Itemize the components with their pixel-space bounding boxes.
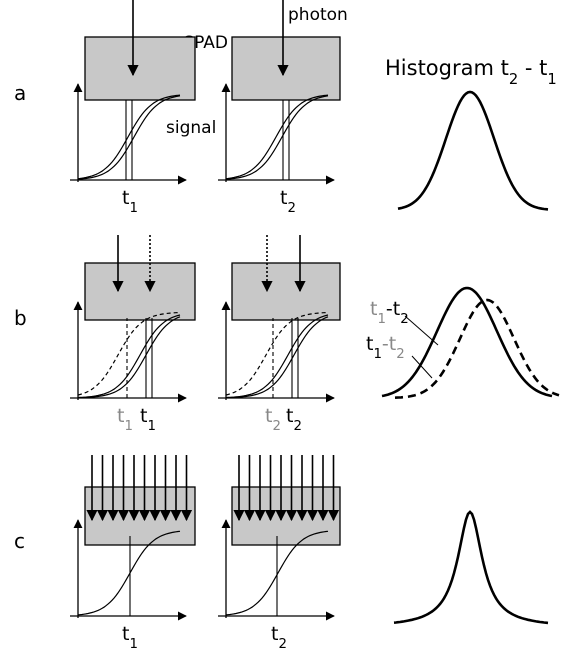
signal-curve bbox=[77, 95, 181, 180]
subscript: 1 bbox=[124, 419, 132, 434]
sub-text: Histogram t2 - t1 bbox=[385, 56, 557, 88]
text-part: t bbox=[265, 405, 272, 427]
sub-text: t1 bbox=[122, 623, 138, 648]
row-label: a bbox=[14, 81, 26, 105]
signal-curve bbox=[77, 94, 181, 180]
text-part: t bbox=[122, 623, 129, 645]
sub-text: t2 bbox=[286, 405, 302, 434]
text-part: t bbox=[117, 405, 124, 427]
subscript: 2 bbox=[509, 71, 518, 88]
sub-text: t2 bbox=[280, 187, 296, 216]
subscript: 2 bbox=[272, 419, 280, 434]
signal-curve bbox=[77, 530, 181, 616]
signal-curve bbox=[77, 311, 181, 396]
text-part: t bbox=[286, 405, 293, 427]
sub-text: t1 bbox=[122, 187, 138, 216]
signal-curve bbox=[225, 311, 329, 396]
signal-curve bbox=[225, 314, 329, 399]
subscript: 1 bbox=[129, 637, 137, 648]
histogram-curve bbox=[393, 510, 549, 625]
subscript: 1 bbox=[377, 312, 385, 327]
histogram-curve bbox=[394, 298, 560, 399]
row-label: c bbox=[14, 529, 25, 553]
subscript: 1 bbox=[373, 347, 381, 362]
spad-detector bbox=[84, 486, 196, 546]
sub-text: t1 bbox=[140, 405, 156, 434]
text-part: t bbox=[370, 298, 377, 320]
subscript: 2 bbox=[287, 201, 295, 216]
sub-text: t2 bbox=[271, 623, 287, 648]
text-part: t bbox=[140, 405, 147, 427]
subscript: 2 bbox=[293, 419, 301, 434]
histogram-curve bbox=[381, 286, 553, 398]
signal-curve bbox=[225, 95, 329, 180]
signal-label: signal bbox=[166, 118, 216, 138]
text-part: -t bbox=[386, 298, 400, 320]
signal-curve bbox=[225, 316, 329, 399]
text-part: t bbox=[280, 187, 287, 209]
sub-text: t1-t2 bbox=[370, 298, 409, 327]
text-part: - t bbox=[518, 56, 547, 80]
text-part: t bbox=[271, 623, 278, 645]
subscript: 2 bbox=[400, 312, 408, 327]
signal-curve bbox=[77, 314, 181, 399]
histogram-curve bbox=[397, 90, 549, 211]
sub-text: t2 bbox=[265, 405, 281, 434]
row-label: b bbox=[14, 306, 27, 330]
spad-detector bbox=[84, 262, 196, 321]
line bbox=[404, 315, 439, 346]
subscript: 1 bbox=[547, 71, 556, 88]
sub-text: t1 bbox=[117, 405, 133, 434]
subscript: 1 bbox=[129, 201, 137, 216]
spad-detector bbox=[84, 36, 196, 101]
signal-curve bbox=[225, 94, 329, 180]
spad-detector bbox=[231, 262, 341, 321]
spad-detector bbox=[231, 36, 341, 101]
text-part: t bbox=[366, 333, 373, 355]
text-part: t bbox=[122, 187, 129, 209]
subscript: 2 bbox=[396, 347, 404, 362]
signal-curve bbox=[77, 316, 181, 399]
text-part: Histogram t bbox=[385, 56, 509, 80]
line bbox=[411, 355, 433, 379]
text-part: -t bbox=[382, 333, 396, 355]
sub-text: t1-t2 bbox=[366, 333, 405, 362]
photon-label: photon bbox=[288, 5, 348, 25]
subscript: 1 bbox=[147, 419, 155, 434]
subscript: 2 bbox=[278, 637, 286, 648]
